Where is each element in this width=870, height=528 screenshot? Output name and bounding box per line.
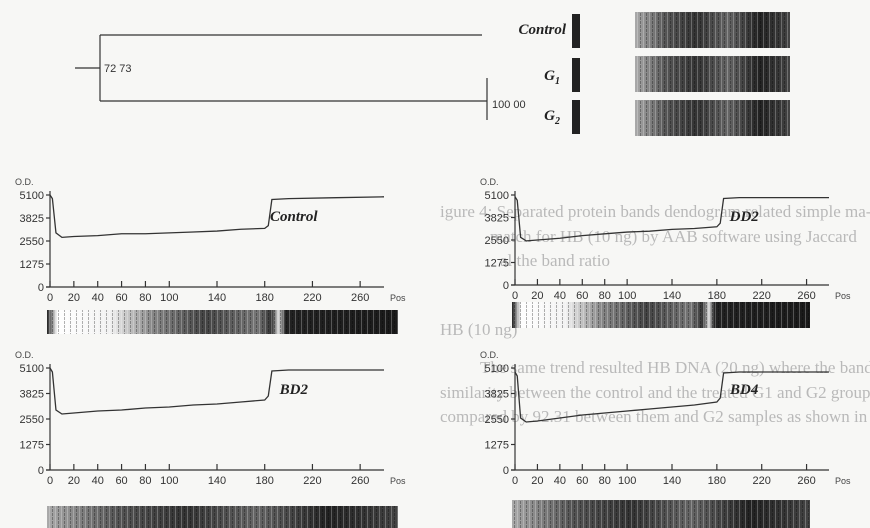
- x-tick-label: 20: [531, 475, 543, 487]
- lane-marker: [572, 14, 580, 48]
- plot-title: BD4: [729, 382, 759, 398]
- x-tick-label: 180: [256, 475, 274, 487]
- y-tick-label: 5100: [20, 190, 44, 202]
- gel-texture: [512, 302, 810, 328]
- gel-texture: [47, 310, 398, 334]
- x-tick-label: 40: [554, 290, 566, 302]
- x-tick-label: 100: [618, 475, 636, 487]
- x-tick-label: 0: [47, 292, 53, 304]
- x-tick-label: 100: [160, 475, 178, 487]
- inner-similarity: 100 00: [492, 99, 526, 111]
- y-tick-label: 1275: [485, 440, 509, 452]
- plot-title: BD2: [279, 382, 309, 398]
- gel-texture: [635, 56, 790, 92]
- y-tick-label: 5100: [485, 190, 509, 202]
- x-tick-label: 220: [753, 290, 771, 302]
- x-tick-label: 60: [576, 290, 588, 302]
- gel-texture: [635, 12, 790, 48]
- x-tick-label: 40: [92, 475, 104, 487]
- x-tick-label: 220: [753, 475, 771, 487]
- leaf-name: G: [544, 108, 555, 124]
- y-axis-label: O.D.: [480, 350, 499, 360]
- plot-title: Control: [270, 209, 318, 225]
- x-tick-label: 140: [208, 475, 226, 487]
- y-tick-label: 3825: [485, 213, 509, 225]
- y-tick-label: 0: [503, 280, 509, 292]
- leaf-name: G: [544, 68, 555, 84]
- x-tick-label: 140: [208, 292, 226, 304]
- dendrogram: 72 73 100 00 Control G1 G2: [75, 12, 790, 136]
- x-tick-label: 60: [576, 475, 588, 487]
- x-tick-label: 0: [47, 475, 53, 487]
- y-tick-label: 3825: [20, 389, 44, 401]
- x-axis-label: Pos: [835, 291, 851, 301]
- x-tick-label: 0: [512, 290, 518, 302]
- gel-texture: [512, 500, 810, 528]
- gel-texture: [635, 100, 790, 136]
- x-axis-label: Pos: [835, 476, 851, 486]
- x-tick-label: 140: [663, 475, 681, 487]
- x-tick-label: 260: [797, 290, 815, 302]
- lane-marker: [572, 58, 580, 92]
- figure: igure 4: Separated protein bands dendogr…: [0, 0, 870, 528]
- y-tick-label: 5100: [485, 363, 509, 375]
- x-tick-label: 0: [512, 475, 518, 487]
- leaf-subscript: 2: [554, 116, 560, 127]
- y-tick-label: 0: [503, 465, 509, 477]
- x-tick-label: 260: [351, 475, 369, 487]
- x-axis-label: Pos: [390, 293, 406, 303]
- x-tick-label: 220: [303, 475, 321, 487]
- y-tick-label: 1275: [485, 258, 509, 270]
- y-tick-label: 2550: [485, 414, 509, 426]
- x-tick-label: 260: [797, 475, 815, 487]
- bleed-line: HB (10 ng): [440, 320, 517, 339]
- y-tick-label: 2550: [20, 236, 44, 248]
- x-tick-label: 20: [68, 475, 80, 487]
- bleed-line: al the band ratio: [500, 251, 610, 270]
- x-tick-label: 80: [599, 475, 611, 487]
- density-profile: [50, 195, 384, 237]
- leaf-label: G1: [544, 68, 560, 87]
- x-tick-label: 260: [351, 292, 369, 304]
- y-tick-label: 3825: [485, 389, 509, 401]
- leaf-label: Control: [518, 22, 566, 38]
- lane-marker: [572, 100, 580, 134]
- x-tick-label: 140: [663, 290, 681, 302]
- y-axis-label: O.D.: [480, 177, 499, 187]
- y-tick-label: 1275: [20, 440, 44, 452]
- x-axis-label: Pos: [390, 476, 406, 486]
- x-tick-label: 180: [256, 292, 274, 304]
- x-tick-label: 100: [160, 292, 178, 304]
- y-tick-label: 0: [38, 282, 44, 294]
- x-tick-label: 220: [303, 292, 321, 304]
- leaf-label: G2: [544, 108, 560, 127]
- x-tick-label: 60: [115, 292, 127, 304]
- leaf-subscript: 1: [555, 76, 560, 87]
- x-tick-label: 20: [531, 290, 543, 302]
- y-axis-label: O.D.: [15, 177, 34, 187]
- x-tick-label: 60: [115, 475, 127, 487]
- x-tick-label: 80: [139, 475, 151, 487]
- bleed-line: The same trend resulted HB DNA (20 ng) w…: [480, 358, 870, 377]
- y-tick-label: 2550: [485, 235, 509, 247]
- plot-title: DD2: [729, 209, 760, 225]
- x-tick-label: 80: [599, 290, 611, 302]
- y-axis-label: O.D.: [15, 350, 34, 360]
- page: igure 4: Separated protein bands dendogr…: [0, 0, 870, 528]
- y-tick-label: 2550: [20, 414, 44, 426]
- y-tick-label: 3825: [20, 213, 44, 225]
- root-similarity: 72 73: [104, 63, 132, 75]
- density-profile: [50, 368, 384, 414]
- gel-texture: [47, 506, 398, 528]
- x-tick-label: 100: [618, 290, 636, 302]
- y-tick-label: 5100: [20, 363, 44, 375]
- x-tick-label: 80: [139, 292, 151, 304]
- x-tick-label: 40: [554, 475, 566, 487]
- x-tick-label: 180: [708, 475, 726, 487]
- y-tick-label: 1275: [20, 259, 44, 271]
- y-tick-label: 0: [38, 465, 44, 477]
- x-tick-label: 180: [708, 290, 726, 302]
- x-tick-label: 40: [92, 292, 104, 304]
- x-tick-label: 20: [68, 292, 80, 304]
